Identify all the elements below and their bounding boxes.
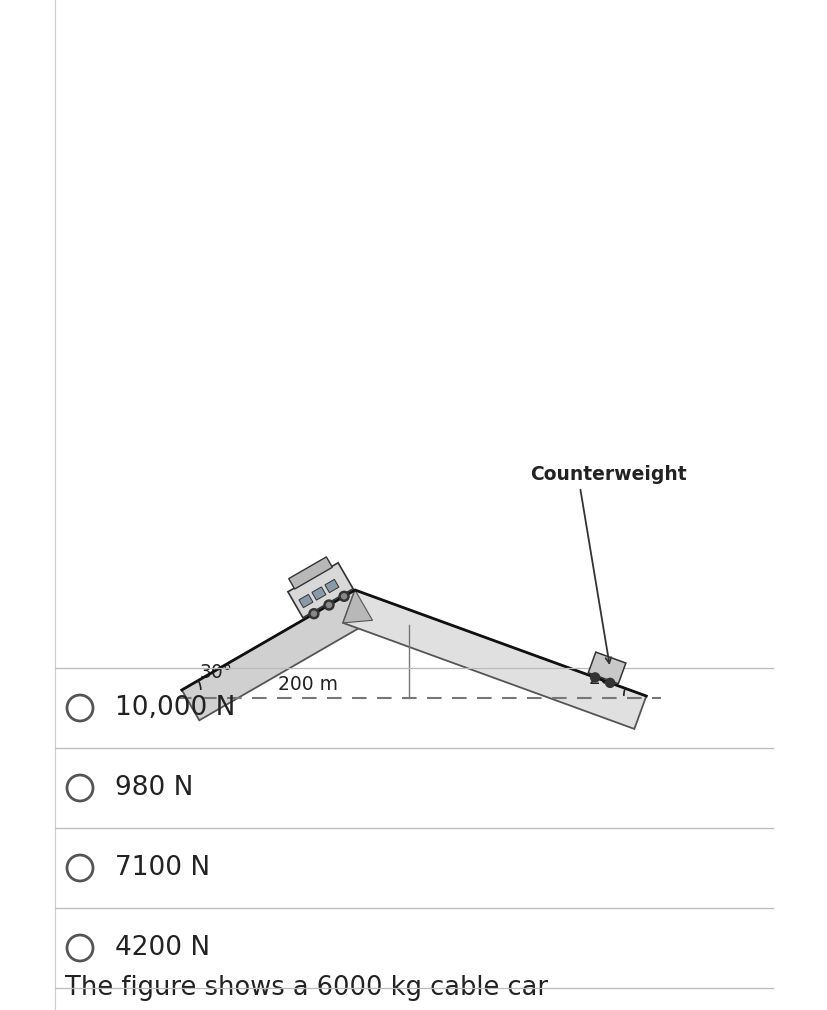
Polygon shape — [324, 580, 338, 593]
Polygon shape — [312, 587, 326, 600]
Text: 10,000 N: 10,000 N — [115, 695, 235, 721]
Polygon shape — [289, 557, 332, 589]
Circle shape — [590, 673, 599, 682]
Text: 4200 N: 4200 N — [115, 935, 210, 961]
Polygon shape — [587, 652, 625, 684]
Circle shape — [326, 603, 331, 607]
Polygon shape — [299, 594, 313, 608]
Circle shape — [323, 600, 333, 610]
Polygon shape — [342, 590, 646, 729]
Polygon shape — [182, 590, 372, 720]
Circle shape — [339, 591, 349, 601]
Polygon shape — [342, 590, 372, 623]
Text: 7100 N: 7100 N — [115, 855, 210, 881]
Circle shape — [342, 594, 347, 599]
Text: Counterweight: Counterweight — [529, 466, 686, 485]
Circle shape — [308, 609, 318, 619]
Text: 20°: 20° — [588, 669, 620, 688]
Text: 30°: 30° — [199, 663, 232, 682]
Circle shape — [605, 679, 614, 688]
Text: The figure shows a 6000 kg cable car: The figure shows a 6000 kg cable car — [65, 975, 547, 1001]
Text: 200 m: 200 m — [278, 675, 338, 694]
Text: 980 N: 980 N — [115, 775, 194, 801]
Polygon shape — [288, 563, 352, 618]
Circle shape — [311, 611, 316, 616]
